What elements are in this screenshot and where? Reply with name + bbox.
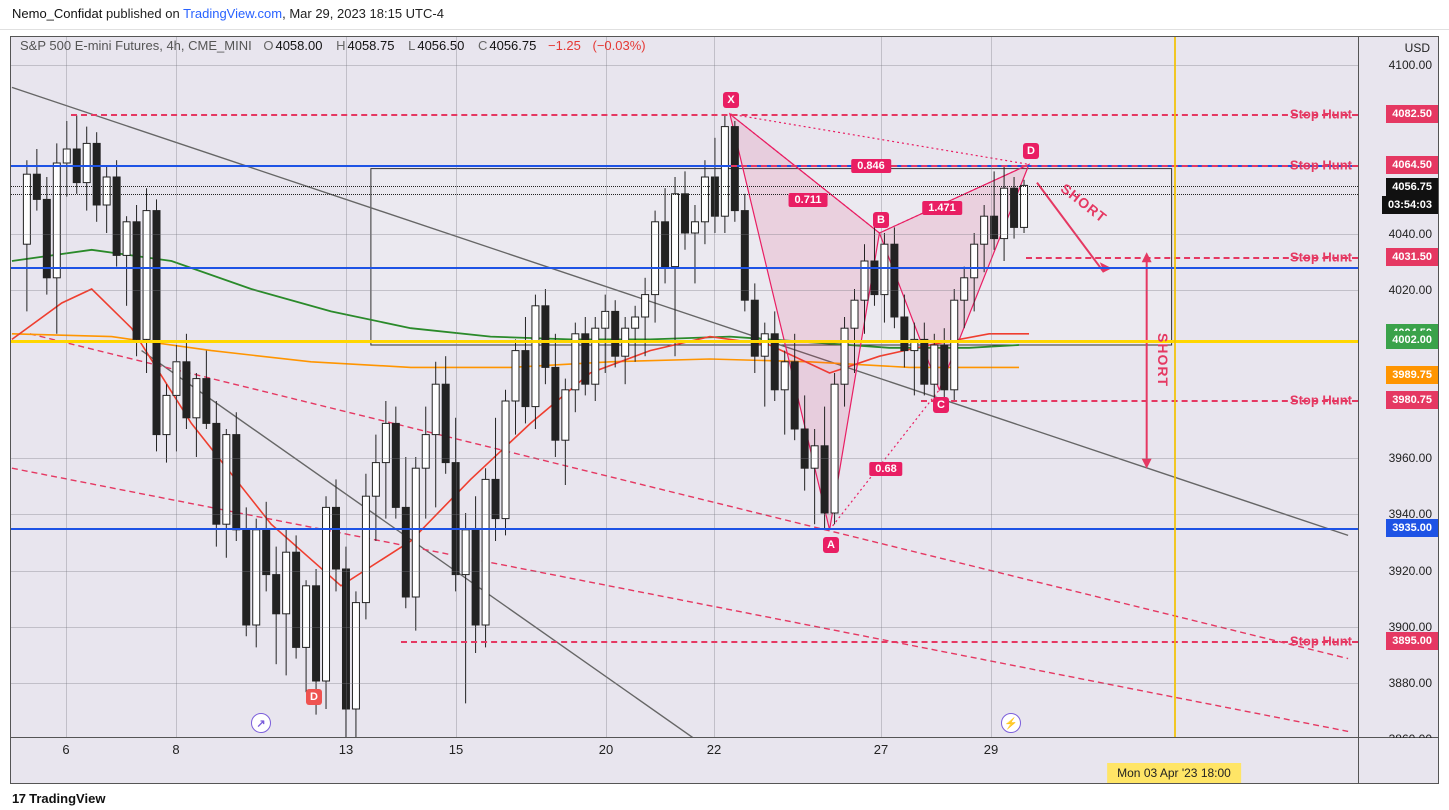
price-badge: 3989.75 [1386, 366, 1438, 384]
y-tick: 4040.00 [1389, 227, 1432, 241]
stop-hunt-line[interactable] [401, 641, 1358, 643]
change: −1.25 [548, 38, 581, 53]
time-axis[interactable]: 6 8 13 15 20 22 27 29 Mon 03 Apr '23 18:00 [10, 738, 1359, 784]
ohlc-open: 4058.00 [275, 38, 322, 53]
grid-line-h [11, 514, 1358, 515]
author-name[interactable]: Nemo_Confidat [12, 6, 102, 21]
grid-line-v [66, 37, 67, 737]
horizontal-line[interactable] [11, 267, 1358, 269]
countdown-badge: 03:54:03 [1382, 196, 1438, 214]
pattern-point-B[interactable]: B [873, 212, 889, 228]
pattern-point-C[interactable]: C [933, 397, 949, 413]
grid-line-v [881, 37, 882, 737]
grid-line-h [11, 458, 1358, 459]
grid-line-h [11, 65, 1358, 66]
y-tick: 3960.00 [1389, 451, 1432, 465]
x-tick: 13 [339, 742, 353, 757]
ohlc-close: 4056.75 [489, 38, 536, 53]
chart[interactable]: Stop Hunt Stop Hunt Stop Hunt Stop Hunt Stop… [10, 36, 1439, 784]
price-axis[interactable]: USD 4100.00 4082.50 4064.50 4056.75 4040.00 4… [1359, 36, 1439, 738]
grid-line-v [714, 37, 715, 737]
site-link[interactable]: TradingView.com [183, 6, 282, 21]
short-label-diag: SHORT [1058, 180, 1110, 226]
y-tick: 4100.00 [1389, 58, 1432, 72]
published-word: published on [106, 6, 180, 21]
price-badge: 4002.00 [1386, 331, 1438, 349]
stop-hunt-line[interactable] [731, 165, 1358, 167]
x-tick: 6 [62, 742, 69, 757]
grid-line-h [11, 571, 1358, 572]
price-badge: 4031.50 [1386, 248, 1438, 266]
stop-hunt-label: Stop Hunt [1290, 633, 1352, 648]
ohlc-low: 4056.50 [417, 38, 464, 53]
x-tick: 8 [172, 742, 179, 757]
grid-line-v [991, 37, 992, 737]
tradingview-logo[interactable]: 17 TradingView [12, 791, 105, 806]
fib-ratio-label: 0.846 [851, 159, 891, 173]
grid-line-v [456, 37, 457, 737]
grid-line-h [11, 234, 1358, 235]
stop-hunt-label: Stop Hunt [1290, 392, 1352, 407]
stop-hunt-line[interactable] [71, 114, 1358, 116]
axis-corner [1359, 738, 1439, 784]
y-tick: 4020.00 [1389, 283, 1432, 297]
change-pct: (−0.03%) [593, 38, 646, 53]
publish-header: Nemo_Confidat published on TradingView.c… [0, 0, 1449, 30]
symbol-info-row: S&P 500 E-mini Futures, 4h, CME_MINI O40… [20, 38, 648, 53]
grid-line-h [11, 627, 1358, 628]
horizontal-line[interactable] [11, 186, 1358, 187]
exchange[interactable]: CME_MINI [188, 38, 252, 53]
interval[interactable]: 4h [166, 38, 180, 53]
y-tick: 3920.00 [1389, 564, 1432, 578]
grid-line-h [11, 683, 1358, 684]
currency-label: USD [1405, 41, 1430, 55]
fib-ratio-label: 0.68 [869, 462, 902, 476]
pattern-point-D[interactable]: D [1023, 143, 1039, 159]
pattern-point-X[interactable]: X [723, 92, 739, 108]
price-badge: 3895.00 [1386, 632, 1438, 650]
x-tick: 15 [449, 742, 463, 757]
stop-hunt-label: Stop Hunt [1290, 157, 1352, 172]
pattern-point-A[interactable]: A [823, 537, 839, 553]
stop-hunt-label: Stop Hunt [1290, 107, 1352, 122]
symbol-name[interactable]: S&P 500 E-mini Futures [20, 38, 159, 53]
x-tick: 22 [707, 742, 721, 757]
horizontal-line[interactable] [11, 528, 1358, 530]
pattern-point-D2[interactable]: D [306, 689, 322, 705]
grid-line-h [11, 290, 1358, 291]
x-tick: 29 [984, 742, 998, 757]
grid-line-v [176, 37, 177, 737]
horizontal-line[interactable] [11, 194, 1358, 195]
stop-hunt-label: Stop Hunt [1290, 250, 1352, 265]
fib-ratio-label: 1.471 [922, 201, 962, 215]
time-cursor-line [1174, 37, 1176, 737]
y-tick: 3880.00 [1389, 676, 1432, 690]
event-icon[interactable]: ⚡ [1001, 713, 1021, 733]
fib-ratio-label: 0.711 [789, 193, 828, 207]
price-badge: 4082.50 [1386, 105, 1438, 123]
time-cursor-label: Mon 03 Apr '23 18:00 [1107, 763, 1241, 783]
short-label-vert: SHORT [1155, 333, 1171, 387]
price-badge: 3935.00 [1386, 519, 1438, 537]
grid-line-v [346, 37, 347, 737]
publish-date: Mar 29, 2023 18:15 UTC-4 [289, 6, 444, 21]
price-badge: 3980.75 [1386, 391, 1438, 409]
last-price-badge: 4056.75 [1386, 178, 1438, 196]
ohlc-high: 4058.75 [347, 38, 394, 53]
plot-area[interactable]: Stop Hunt Stop Hunt Stop Hunt Stop Hunt Stop… [10, 36, 1359, 738]
event-icon[interactable]: ↗ [251, 713, 271, 733]
price-badge: 4064.50 [1386, 156, 1438, 174]
x-tick: 20 [599, 742, 613, 757]
x-tick: 27 [874, 742, 888, 757]
grid-line-v [606, 37, 607, 737]
